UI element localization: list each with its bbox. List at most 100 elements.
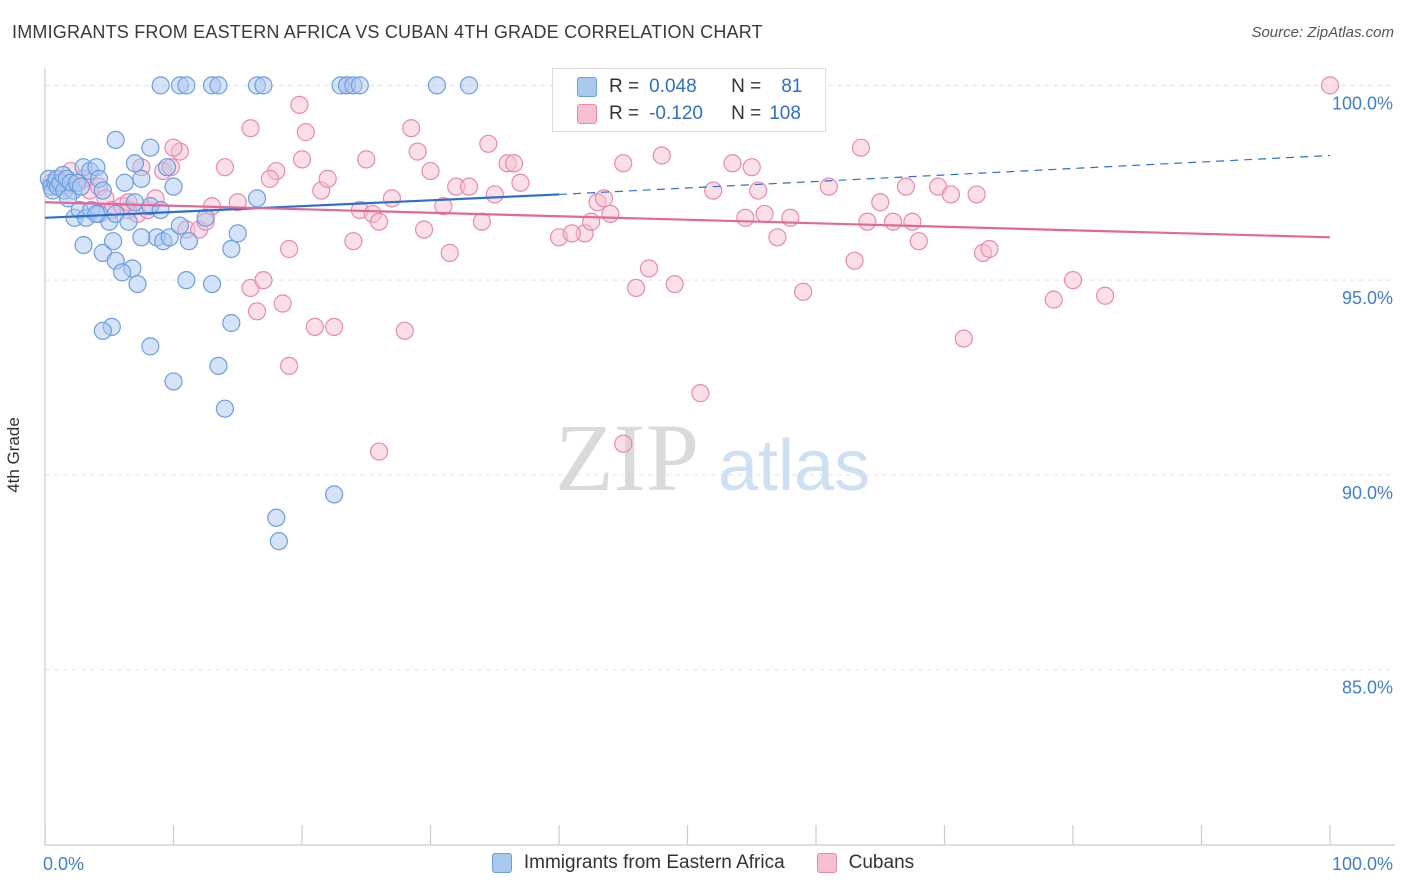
eastern-africa-point: [132, 228, 151, 247]
gridlines: [45, 84, 1395, 671]
watermark-zip: ZIP: [555, 404, 699, 511]
cuban-point: [1320, 76, 1340, 95]
cuban-point: [414, 220, 434, 239]
legend-n-value: 81: [781, 76, 803, 97]
eastern-africa-point: [215, 399, 234, 418]
eastern-africa-point: [228, 224, 247, 243]
eastern-africa-point: [112, 263, 132, 282]
eastern-africa-point: [247, 189, 267, 208]
eastern-africa-point: [93, 181, 112, 200]
cuban-point: [967, 185, 986, 204]
cuban-point: [511, 173, 530, 192]
eastern-africa-point: [157, 158, 177, 177]
legend-n-value: 108: [769, 103, 801, 124]
cuban-point: [980, 239, 999, 259]
eastern-africa-point: [164, 177, 183, 196]
trend-lines: [44, 154, 1331, 239]
eastern-africa-point: [177, 76, 196, 95]
eastern-africa-point: [267, 508, 286, 527]
legend-series-name: Cubans: [848, 852, 915, 873]
cuban-point: [941, 185, 961, 204]
eastern-africa-point: [106, 130, 125, 150]
cuban-point: [382, 189, 402, 208]
cuban-point: [370, 442, 389, 461]
cuban-point: [292, 150, 312, 169]
eastern-africa-point: [115, 173, 134, 192]
cuban-point: [408, 142, 427, 161]
y-tick-label: 90.0%: [1342, 483, 1393, 503]
eastern-africa-point: [141, 337, 160, 356]
pink-swatch: [577, 104, 597, 124]
blue-swatch: [491, 853, 512, 873]
eastern-africa-point: [254, 76, 273, 95]
cuban-point: [421, 161, 440, 181]
eastern-africa-point: [125, 193, 145, 212]
cuban-point: [357, 150, 376, 169]
cuban-point: [459, 177, 479, 196]
y-tick-label: 85.0%: [1342, 678, 1393, 698]
cuban-point: [749, 181, 768, 200]
cuban-point: [723, 154, 742, 173]
legend-row-cubans: R = -0.120 N = 108: [577, 102, 801, 126]
cuban-point: [485, 185, 504, 204]
watermark-atlas: atlas: [718, 426, 870, 506]
cuban-point: [479, 134, 498, 153]
eastern-africa-points: [39, 76, 479, 551]
cuban-point: [280, 239, 299, 259]
eastern-africa-point: [350, 76, 369, 95]
cuban-point: [260, 169, 279, 188]
cuban-point: [691, 384, 710, 403]
cuban-point: [768, 228, 787, 247]
legend-r-value: -0.120: [649, 103, 703, 124]
y-tick-label: 100.0%: [1332, 93, 1393, 113]
cuban-point: [652, 146, 671, 165]
cuban-point: [601, 204, 620, 224]
eastern-africa-point: [93, 321, 112, 340]
cuban-point: [896, 177, 916, 196]
cuban-point: [562, 224, 581, 243]
eastern-africa-point: [71, 177, 91, 196]
legend-n-label: N =: [731, 76, 762, 97]
legend-series-name: Immigrants from Eastern Africa: [523, 852, 785, 873]
eastern-africa-point: [160, 228, 179, 247]
legend-r-value: 0.048: [649, 76, 697, 97]
y-tick-label: 95.0%: [1342, 288, 1393, 308]
chart-title: IMMIGRANTS FROM EASTERN AFRICA VS CUBAN …: [12, 22, 763, 42]
cuban-point: [434, 197, 453, 216]
legend-n-label: N =: [731, 103, 762, 124]
cuban-point: [1063, 271, 1083, 290]
cuban-point: [325, 317, 344, 336]
eastern-africa-point: [128, 274, 147, 294]
cuban-point: [305, 317, 324, 336]
cuban-point: [402, 119, 421, 138]
cuban-point: [954, 329, 973, 348]
cuban-point: [871, 193, 890, 212]
cuban-point: [851, 138, 871, 157]
cuban-point: [794, 282, 813, 301]
cuban-point: [504, 154, 524, 173]
cuban-point: [318, 169, 337, 188]
cuban-point: [440, 243, 459, 262]
x-tick-label: 0.0%: [43, 854, 84, 874]
eastern-africa-point: [141, 138, 160, 157]
eastern-africa-point: [87, 204, 106, 224]
cuban-point: [742, 158, 761, 177]
cuban-point: [639, 259, 659, 278]
legend-item-eastern-africa[interactable]: Immigrants from Eastern Africa: [491, 852, 785, 874]
cuban-point: [370, 212, 389, 231]
cuban-point: [614, 154, 633, 173]
eastern-africa-trend-extension: [558, 154, 1331, 196]
cuban-point: [883, 212, 903, 231]
cuban-point: [909, 232, 928, 251]
legend-item-cubans[interactable]: Cubans: [816, 852, 915, 874]
cuban-point: [395, 321, 414, 340]
cuban-point: [273, 294, 292, 313]
eastern-africa-point: [202, 274, 222, 294]
cuban-point: [582, 212, 601, 231]
cuban-point: [1096, 286, 1115, 305]
legend-row-eastern-africa: R = 0.048 N = 81: [577, 75, 802, 99]
eastern-africa-point: [209, 76, 228, 95]
cuban-point: [254, 271, 273, 290]
cuban-point: [819, 177, 838, 196]
